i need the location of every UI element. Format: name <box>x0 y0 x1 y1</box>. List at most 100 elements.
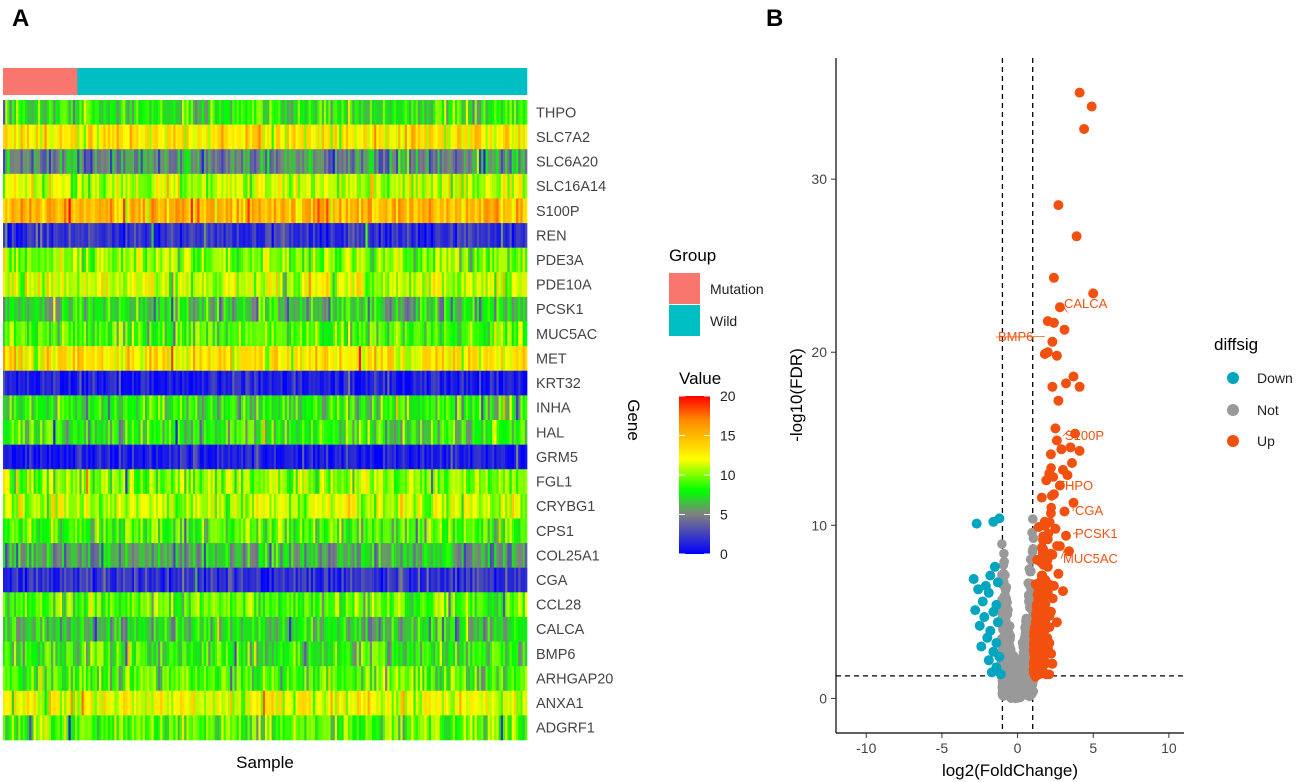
heatmap-cell <box>16 149 19 175</box>
heatmap-cell <box>382 321 386 347</box>
heatmap-cell <box>162 346 165 372</box>
heatmap-cell <box>271 100 275 125</box>
heatmap-cell <box>350 370 353 396</box>
heatmap-cell <box>136 100 139 125</box>
heatmap-cell <box>291 567 294 593</box>
heatmap-cell <box>284 370 288 396</box>
heatmap-cell <box>182 321 185 347</box>
heatmap-cell <box>166 149 170 175</box>
heatmap-cell <box>260 493 264 519</box>
heatmap-cell <box>433 124 436 150</box>
heatmap-cell <box>151 567 154 593</box>
heatmap-cell <box>522 296 526 322</box>
heatmap-cell <box>101 124 104 150</box>
heatmap-cell <box>234 247 237 273</box>
heatmap-cell <box>341 567 344 593</box>
heatmap-cell <box>179 100 183 125</box>
heatmap-cell <box>450 100 454 125</box>
heatmap-cell <box>142 272 146 298</box>
heatmap-cell <box>487 321 491 347</box>
heatmap-cell <box>147 592 150 618</box>
heatmap-cell <box>417 420 421 445</box>
heatmap-cell <box>332 420 336 445</box>
heatmap-cell <box>496 173 499 199</box>
heatmap-cell <box>251 469 255 495</box>
heatmap-cell <box>269 124 272 150</box>
heatmap-cell <box>513 247 517 273</box>
heatmap-cell <box>107 198 111 224</box>
heatmap-cell <box>107 493 111 519</box>
heatmap-cell <box>195 567 198 593</box>
heatmap-cell <box>199 272 203 298</box>
heatmap-cell <box>470 567 473 593</box>
heatmap-cell <box>380 124 384 150</box>
heatmap-cell <box>107 247 111 273</box>
heatmap-cell <box>29 543 32 568</box>
heatmap-cell <box>258 370 261 396</box>
heatmap-cell <box>409 272 412 298</box>
heatmap-cell <box>116 247 120 273</box>
heatmap-cell <box>212 420 216 445</box>
heatmap-cell <box>461 296 465 322</box>
heatmap-cell <box>22 370 26 396</box>
heatmap-cell <box>511 247 515 273</box>
heatmap-cell <box>352 518 355 544</box>
heatmap-cell <box>267 346 270 372</box>
heatmap-cell <box>190 592 194 618</box>
heatmap-cell <box>385 198 388 224</box>
heatmap-cell <box>387 173 390 199</box>
heatmap-cell <box>345 173 349 199</box>
heatmap-cell <box>232 592 235 618</box>
heatmap-cell <box>415 493 419 519</box>
heatmap-cell <box>5 100 8 125</box>
heatmap-cell <box>293 321 296 347</box>
heatmap-cell <box>396 124 399 150</box>
heatmap-cell <box>120 395 124 421</box>
heatmap-cell <box>323 321 327 347</box>
heatmap-cell <box>221 321 224 347</box>
heatmap-cell <box>79 469 82 495</box>
heatmap-cell <box>282 272 285 298</box>
heatmap-cell <box>507 493 510 519</box>
heatmap-cell <box>103 149 106 175</box>
heatmap-cell <box>304 223 307 248</box>
heatmap-cell <box>120 444 124 470</box>
heatmap-cell <box>406 272 410 298</box>
heatmap-cell <box>227 444 231 470</box>
heatmap-cell <box>81 173 85 199</box>
heatmap-cell <box>238 518 242 544</box>
heatmap-cell <box>175 420 179 445</box>
heatmap-cell <box>323 444 327 470</box>
heatmap-cell <box>254 173 257 199</box>
heatmap-row-s100p <box>3 198 528 224</box>
heatmap-cell <box>430 149 434 175</box>
heatmap-cell <box>393 420 397 445</box>
heatmap-cell <box>201 247 205 273</box>
heatmap-cell <box>299 346 303 372</box>
heatmap-cell <box>236 346 240 372</box>
heatmap-cell <box>53 124 56 150</box>
heatmap-cell <box>5 296 8 322</box>
heatmap-cell <box>430 420 434 445</box>
heatmap-cell <box>339 395 342 421</box>
heatmap-cell <box>509 346 513 372</box>
heatmap-cell <box>197 420 200 445</box>
heatmap-cell <box>332 149 336 175</box>
heatmap-cell <box>492 100 495 125</box>
heatmap-cell <box>367 592 371 618</box>
heatmap-cell <box>103 469 106 495</box>
heatmap-cell <box>286 198 290 224</box>
heatmap-cell <box>31 223 34 248</box>
heatmap-cell <box>184 469 187 495</box>
heatmap-cell <box>400 223 403 248</box>
heatmap-cell <box>406 149 410 175</box>
heatmap-cell <box>116 518 120 544</box>
heatmap-cell <box>107 346 111 372</box>
heatmap-cell <box>199 592 203 618</box>
heatmap-cell <box>522 173 526 199</box>
heatmap-cell <box>369 198 373 224</box>
heatmap-cell <box>120 321 124 347</box>
heatmap-cell <box>105 100 109 125</box>
heatmap-cell <box>88 346 91 372</box>
heatmap-cell <box>245 493 248 519</box>
